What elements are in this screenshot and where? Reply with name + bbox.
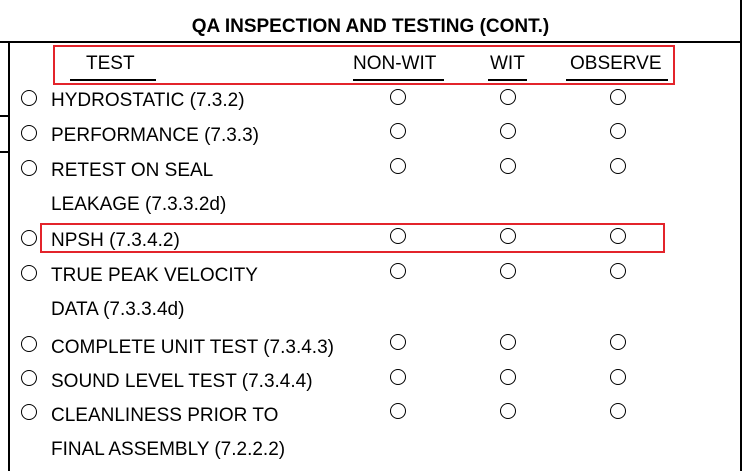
- wit-radio[interactable]: [500, 403, 516, 419]
- test-name: PERFORMANCE (7.3.3): [51, 125, 259, 146]
- observe-radio[interactable]: [610, 123, 626, 139]
- test-name: CLEANLINESS PRIOR TO: [51, 405, 279, 426]
- npsh-row-highlight-box: [40, 223, 665, 253]
- section-title: QA INSPECTION AND TESTING (CONT.): [191, 16, 550, 37]
- non-wit-radio[interactable]: [390, 403, 406, 419]
- header-highlight-box: [53, 45, 675, 85]
- test-name: RETEST ON SEAL: [51, 160, 214, 181]
- row-select-radio[interactable]: [21, 265, 37, 281]
- wit-radio[interactable]: [500, 228, 516, 244]
- title-divider: [0, 41, 742, 43]
- wit-radio[interactable]: [500, 369, 516, 385]
- wit-radio[interactable]: [500, 263, 516, 279]
- test-name-continued: FINAL ASSEMBLY (7.2.2.2): [51, 439, 286, 460]
- test-name-continued: DATA (7.3.3.4d): [51, 299, 185, 320]
- column-header-test: TEST: [86, 53, 135, 74]
- row-select-radio[interactable]: [21, 404, 37, 420]
- left-stub-line: [0, 151, 9, 153]
- observe-radio[interactable]: [610, 158, 626, 174]
- column-header-test-underline: [70, 79, 156, 81]
- observe-radio[interactable]: [610, 403, 626, 419]
- non-wit-radio[interactable]: [390, 228, 406, 244]
- wit-radio[interactable]: [500, 89, 516, 105]
- row-select-radio[interactable]: [21, 336, 37, 352]
- observe-radio[interactable]: [610, 369, 626, 385]
- wit-radio[interactable]: [500, 334, 516, 350]
- wit-radio[interactable]: [500, 123, 516, 139]
- observe-radio[interactable]: [610, 89, 626, 105]
- column-header-wit: WIT: [490, 53, 525, 74]
- row-select-radio[interactable]: [21, 230, 37, 246]
- column-header-non-wit-underline: [353, 79, 444, 81]
- column-header-wit-underline: [488, 79, 527, 81]
- row-select-radio[interactable]: [21, 90, 37, 106]
- form-right-border: [740, 0, 742, 471]
- test-name: TRUE PEAK VELOCITY: [51, 265, 258, 286]
- non-wit-radio[interactable]: [390, 263, 406, 279]
- test-name: COMPLETE UNIT TEST (7.3.4.3): [51, 337, 334, 358]
- row-select-radio[interactable]: [21, 370, 37, 386]
- observe-radio[interactable]: [610, 334, 626, 350]
- non-wit-radio[interactable]: [390, 158, 406, 174]
- test-name: NPSH (7.3.4.2): [51, 230, 180, 251]
- observe-radio[interactable]: [610, 263, 626, 279]
- left-stub-line: [0, 115, 9, 117]
- wit-radio[interactable]: [500, 158, 516, 174]
- non-wit-radio[interactable]: [390, 369, 406, 385]
- column-header-non-wit: NON-WIT: [353, 53, 437, 74]
- test-name: HYDROSTATIC (7.3.2): [51, 90, 245, 111]
- row-select-radio[interactable]: [21, 125, 37, 141]
- test-name-continued: LEAKAGE (7.3.3.2d): [51, 194, 227, 215]
- non-wit-radio[interactable]: [390, 123, 406, 139]
- left-column-border: [8, 42, 10, 471]
- observe-radio[interactable]: [610, 228, 626, 244]
- non-wit-radio[interactable]: [390, 334, 406, 350]
- row-select-radio[interactable]: [21, 160, 37, 176]
- non-wit-radio[interactable]: [390, 89, 406, 105]
- column-header-observe-underline: [566, 79, 668, 81]
- column-header-observe: OBSERVE: [570, 53, 662, 74]
- test-name: SOUND LEVEL TEST (7.3.4.4): [51, 371, 313, 392]
